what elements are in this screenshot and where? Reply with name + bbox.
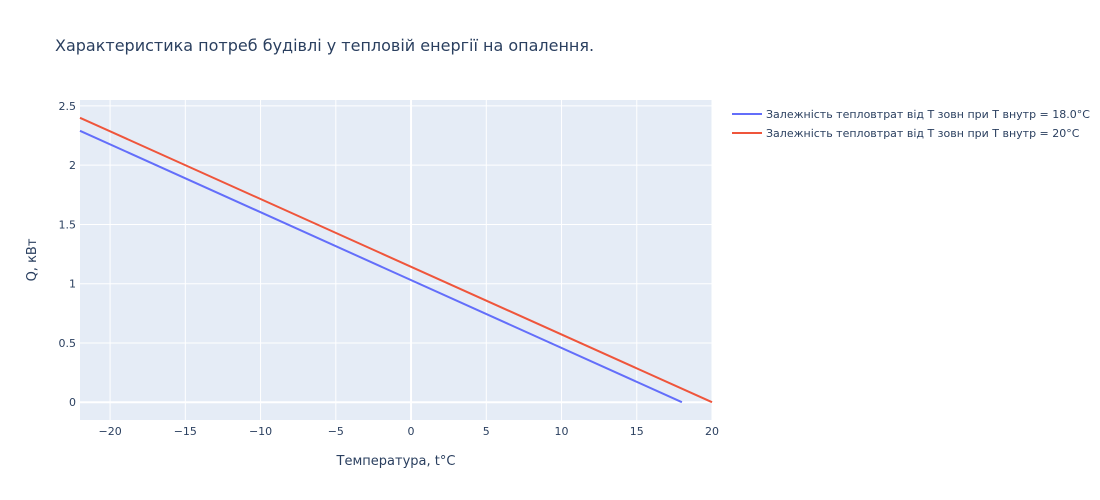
x-tick-label: −10 <box>249 425 272 438</box>
y-tick-label: 2 <box>69 159 76 172</box>
x-tick-label: 15 <box>630 425 644 438</box>
y-gridlines <box>80 105 712 404</box>
y-axis-title: Q, кВт <box>25 238 40 281</box>
series-layer <box>79 116 713 404</box>
x-tick-label: 5 <box>483 425 490 438</box>
x-tick-label: 0 <box>408 425 415 438</box>
x-tick-labels: −20 −15 −10 −5 0 5 10 15 20 <box>98 425 719 438</box>
x-tick-label: −20 <box>98 425 121 438</box>
legend-item-1[interactable]: Залежність тепловтрат від Т зовн при Т в… <box>732 108 1090 121</box>
legend-label: Залежність тепловтрат від Т зовн при Т в… <box>766 108 1090 121</box>
x-tick-label: −5 <box>328 425 344 438</box>
y-tick-label: 0.5 <box>59 337 77 350</box>
y-tick-label: 2.5 <box>59 100 77 113</box>
legend[interactable]: Залежність тепловтрат від Т зовн при Т в… <box>732 108 1090 140</box>
x-tick-label: 20 <box>705 425 719 438</box>
y-tick-label: 1 <box>69 278 76 291</box>
series-line-1 <box>79 129 683 404</box>
y-tick-label: 0 <box>69 396 76 409</box>
series-line-2 <box>79 116 713 404</box>
x-axis-title: Температура, t°C <box>336 454 456 469</box>
legend-label: Залежність тепловтрат від Т зовн при Т в… <box>766 127 1080 140</box>
x-tick-label: 10 <box>555 425 569 438</box>
x-tick-label: −15 <box>174 425 197 438</box>
chart-title: Характеристика потреб будівлі у тепловій… <box>55 36 594 55</box>
x-gridlines <box>109 100 713 420</box>
y-tick-labels: 0 0.5 1 1.5 2 2.5 <box>59 100 77 409</box>
legend-item-2[interactable]: Залежність тепловтрат від Т зовн при Т в… <box>732 127 1080 140</box>
y-tick-label: 1.5 <box>59 218 77 231</box>
